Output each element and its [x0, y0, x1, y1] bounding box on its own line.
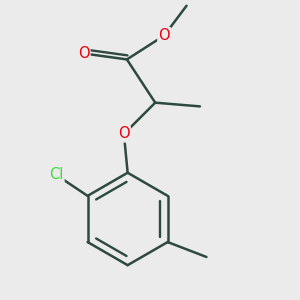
Text: Cl: Cl: [49, 167, 64, 182]
Text: O: O: [78, 46, 89, 61]
Text: O: O: [158, 28, 170, 43]
Text: O: O: [118, 127, 130, 142]
